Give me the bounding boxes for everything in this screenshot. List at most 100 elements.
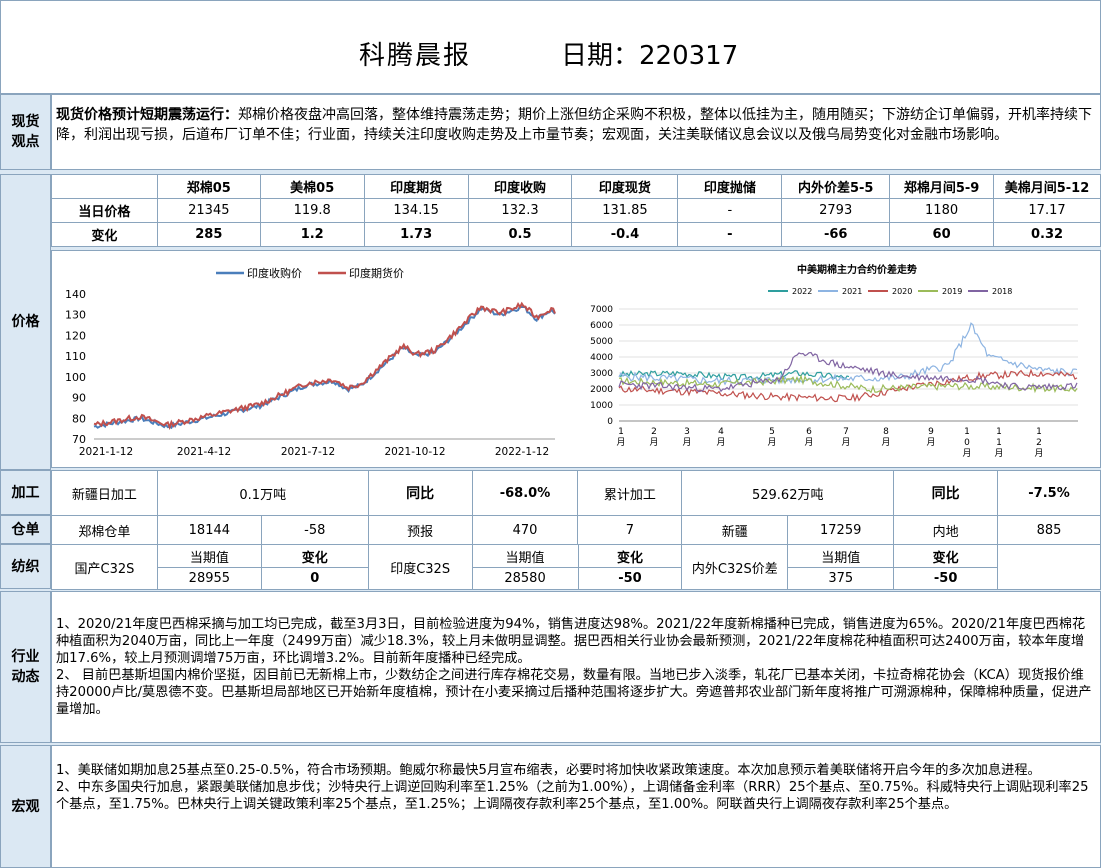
textile-change: -50	[577, 567, 683, 590]
y-tick-label: 90	[72, 392, 86, 405]
change-cell: 60	[889, 222, 995, 247]
textile-row-head: 国产C32S 当期值 变化 印度C32S 当期值 变化 内外C32S价差 当期值…	[51, 544, 1101, 590]
change-cell: 285	[156, 222, 261, 247]
textile-cell-domestic: 国产C32S	[51, 544, 158, 590]
price-header-cell: 印度现货	[571, 174, 679, 199]
process-cell: 同比	[367, 470, 473, 516]
price-table-header: 郑棉05 美棉05 印度期货 印度收购 印度现货 印度抛储 内外价差5-5 郑棉…	[51, 174, 1101, 199]
textile-head-change: 变化	[893, 544, 999, 568]
x-tick-label: 月	[616, 437, 625, 448]
x-tick-label: 月	[804, 437, 813, 448]
y-tick-label: 100	[65, 371, 86, 384]
price-table: 郑棉05 美棉05 印度期货 印度收购 印度现货 印度抛储 内外价差5-5 郑棉…	[51, 174, 1101, 247]
textile-head-change: 变化	[260, 544, 369, 568]
textile-cell-spread: 内外C32S价差	[681, 544, 789, 590]
report-date: 日期：220317	[561, 41, 739, 71]
textile-head-change: 变化	[577, 544, 683, 568]
label-spot: 现货 观点	[0, 94, 51, 170]
process-cell: -68.0%	[471, 470, 579, 516]
price-cell: 2793	[781, 198, 891, 223]
price-header-cell: 印度抛储	[677, 174, 783, 199]
price-cell: 131.85	[571, 198, 679, 223]
y-tick-label: 80	[72, 412, 86, 425]
y-tick-label: 120	[65, 329, 86, 342]
price-cell: 132.3	[467, 198, 573, 223]
price-cell: 21345	[156, 198, 261, 223]
warehouse-cell: 18144	[156, 515, 262, 545]
process-cell: 累计加工	[577, 470, 683, 516]
warehouse-cell: 17259	[787, 515, 895, 545]
x-tick-label: 月	[1034, 448, 1043, 459]
macro-paragraph-1: 1、美联储如期加息25基点至0.25-0.5%，符合市场预期。鲍威尔称最快5月宣…	[56, 763, 1041, 778]
textile-cell-india: 印度C32S	[367, 544, 473, 590]
spread-series-line	[618, 368, 1078, 403]
legend-label-purchase: 印度收购价	[247, 266, 302, 280]
warehouse-cell: 新疆	[681, 515, 789, 545]
x-tick-label: 8	[883, 427, 889, 437]
legend-label: 2018	[992, 287, 1012, 296]
process-cell: 新疆日加工	[51, 470, 158, 516]
y-tick-label: 140	[65, 288, 86, 301]
price-header-cell: 印度收购	[467, 174, 573, 199]
industry-news: 1、2020/21年度巴西棉采摘与加工均已完成，截至3月3日，目前检验进度为94…	[51, 591, 1101, 743]
price-cell: 134.15	[363, 198, 469, 223]
label-warehouse-text: 仓单	[11, 521, 40, 538]
x-tick-label: 2	[1036, 438, 1042, 448]
price-header-cell: 郑棉月间5-9	[889, 174, 995, 199]
price-header-cell: 印度期货	[363, 174, 469, 199]
change-cell: -	[677, 222, 783, 247]
spread-series-line	[618, 322, 1078, 386]
warehouse-cell: 7	[577, 515, 683, 545]
process-cell: 同比	[893, 470, 999, 516]
change-cell: 1.73	[363, 222, 469, 247]
price-header-cell: 郑棉05	[156, 174, 261, 199]
x-tick-label: 7	[843, 427, 849, 437]
x-tick-label: 月	[767, 437, 776, 448]
y-tick-label: 3000	[590, 369, 613, 379]
right-grid	[619, 308, 1078, 422]
label-macro-text: 宏观	[11, 798, 40, 815]
label-process: 加工	[0, 470, 51, 515]
textile-value: 375	[787, 567, 895, 590]
textile-head-current: 当期值	[156, 544, 262, 568]
right-series	[618, 322, 1078, 403]
x-tick-label: 2021-10-12	[384, 446, 445, 458]
process-table: 新疆日加工 0.1万吨 同比 -68.0% 累计加工 529.62万吨 同比 -…	[51, 470, 1101, 516]
legend-label: 2021	[842, 287, 862, 296]
industry-paragraph-1: 1、2020/21年度巴西棉采摘与加工均已完成，截至3月3日，目前检验进度为94…	[56, 617, 1086, 666]
report-header: 科腾晨报 日期：220317	[0, 0, 1101, 94]
spot-view-body: 郑棉价格夜盘冲高回落，整体维持震荡走势；期价上涨但纺企采购不积极，整体以低挂为主…	[56, 107, 1092, 143]
x-tick-label: 月	[962, 448, 971, 459]
industry-paragraph-2: 2、 目前巴基斯坦国内棉价坚挺，因目前已无新棉上市，少数纺企之间进行库存棉花交易…	[56, 668, 1092, 717]
label-warehouse: 仓单	[0, 515, 51, 544]
spread-chart: 中美期棉主力合约价差走势 2022 2021 2020 2019 2018 700060…	[590, 263, 1078, 459]
left-y-ticks: 140 130 120 110 100 90 80 70	[65, 288, 86, 446]
price-header-cell: 美棉05	[259, 174, 365, 199]
textile-change: 0	[260, 567, 369, 590]
right-y-ticks: 7000 6000 5000 4000 3000 2000 1000 0	[590, 305, 613, 427]
right-legend: 2022 2021 2020 2019 2018	[768, 287, 1012, 296]
label-macro: 宏观	[0, 745, 51, 868]
x-tick-label: 2022-1-12	[495, 446, 549, 458]
textile-change: -50	[893, 567, 999, 590]
process-cell: 529.62万吨	[681, 470, 895, 516]
label-industry-text: 行业 动态	[11, 649, 40, 685]
india-price-chart: 印度收购价 印度期货价 140 130 120 110 100 90 80 70 2021-1…	[65, 266, 556, 458]
x-tick-label: 月	[881, 437, 890, 448]
x-tick-label: 2	[651, 427, 657, 437]
x-tick-label: 2021-7-12	[281, 446, 335, 458]
change-cell: -0.4	[571, 222, 679, 247]
x-tick-label: 5	[769, 427, 775, 437]
legend-label: 2019	[942, 287, 962, 296]
spread-series-line	[618, 351, 1078, 393]
y-tick-label: 6000	[590, 321, 613, 331]
label-textile-text: 纺织	[11, 558, 40, 575]
warehouse-row: 郑棉仓单 18144 -58 预报 470 7 新疆 17259 内地 885	[51, 515, 1101, 545]
x-tick-label: 月	[926, 437, 935, 448]
textile-row-values: 28955 0 28580 -50 375 -50	[52, 567, 1101, 590]
warehouse-cell: 郑棉仓单	[51, 515, 158, 545]
legend-label: 2022	[792, 287, 812, 296]
x-tick-label: 1	[964, 427, 970, 437]
macro-news: 1、美联储如期加息25基点至0.25-0.5%，符合市场预期。鲍威尔称最快5月宣…	[51, 745, 1101, 868]
report-title: 科腾晨报	[359, 41, 472, 71]
